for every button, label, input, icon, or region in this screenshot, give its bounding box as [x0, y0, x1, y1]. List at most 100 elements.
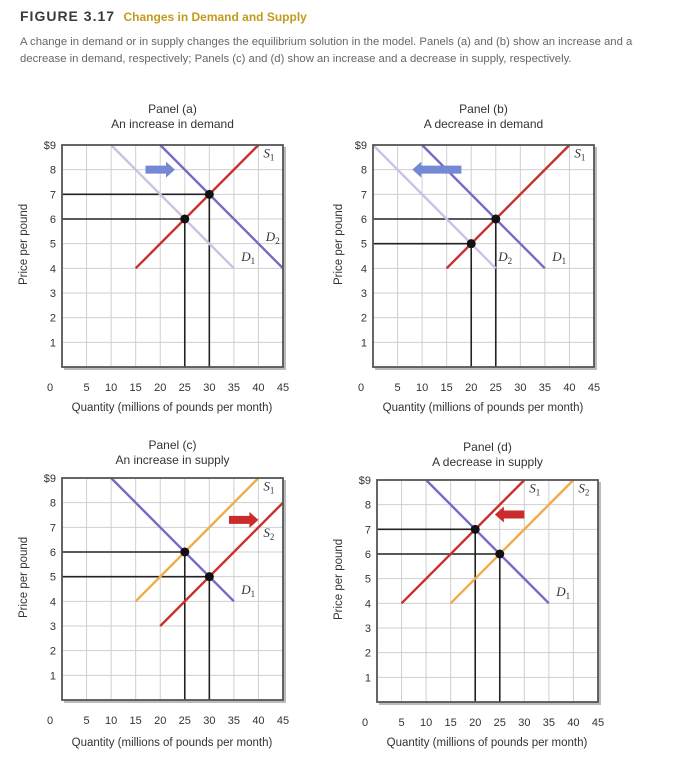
y-axis-label: Price per pound: [18, 203, 30, 285]
curve-d1: [421, 144, 546, 270]
curve-label: S1: [529, 480, 540, 497]
curve-d1: [110, 477, 235, 603]
x-tick-label: 35: [228, 382, 240, 394]
panel-label: Panel (d): [463, 440, 512, 454]
panel-label: Panel (c): [148, 438, 197, 452]
curve-s2: [159, 501, 284, 627]
equilibrium-point: [470, 524, 480, 534]
y-tick-label: 2: [361, 313, 367, 325]
y-tick-label: 2: [50, 646, 56, 658]
y-tick-label: $9: [355, 140, 367, 152]
equilibrium-point: [491, 214, 501, 224]
x-tick-label: 25: [179, 715, 191, 727]
y-tick-label: 7: [361, 189, 367, 201]
x-tick-label: 40: [252, 382, 264, 394]
curve-label: S2: [578, 480, 589, 497]
panel-label: Panel (b): [459, 102, 508, 116]
shift-arrow-left-icon: [412, 161, 462, 178]
y-tick-label: 1: [50, 670, 56, 682]
panel-title: An increase in supply: [115, 453, 230, 467]
x-tick-label: 10: [420, 717, 432, 729]
curve-s2: [400, 479, 526, 605]
y-tick-label: 3: [50, 288, 56, 300]
x-tick-label: 20: [465, 382, 477, 394]
y-axis-label: Price per pound: [18, 536, 30, 618]
equilibrium-point: [466, 239, 476, 249]
x-tick-label: 35: [543, 717, 555, 729]
y-tick-label: 8: [365, 500, 371, 512]
figure-number: FIGURE 3.17: [20, 8, 116, 24]
x-tick-label: 10: [105, 382, 117, 394]
shift-arrow-left-icon: [494, 506, 525, 523]
x-tick-label: 45: [277, 715, 289, 727]
x-tick-label: 45: [592, 717, 604, 729]
x-tick-label: 15: [130, 382, 142, 394]
curve-label: S1: [263, 478, 274, 495]
curve-label: D1: [240, 582, 255, 599]
y-axis-label: Price per pound: [333, 203, 345, 285]
curve-d2: [159, 144, 284, 270]
panel-a: S1 D1 D2 $9 8 7 6 5 4 3 2 1 5 10 15 20 25 30 35 40 45 0 Panel…: [12, 100, 332, 430]
y-tick-label: 6: [50, 547, 56, 559]
y-tick-label: 3: [361, 288, 367, 300]
y-tick-label: 2: [365, 648, 371, 660]
y-tick-label: 7: [50, 522, 56, 534]
x-tick-label: 25: [179, 382, 191, 394]
curve-s1: [134, 144, 260, 270]
x-tick-label: 5: [394, 382, 400, 394]
x-tick-label: 10: [416, 382, 428, 394]
x-tick-label: 15: [130, 715, 142, 727]
y-tick-label: 5: [50, 572, 56, 584]
equilibrium-point: [495, 549, 505, 559]
y-tick-label: 6: [361, 214, 367, 226]
x-tick-label: 35: [539, 382, 551, 394]
y-tick-label: 4: [361, 263, 367, 275]
x-tick-label: 15: [441, 382, 453, 394]
plot-border: [372, 144, 595, 368]
x-tick-label: 40: [567, 717, 579, 729]
y-tick-label: 5: [50, 239, 56, 251]
y-tick-label: 4: [50, 596, 56, 608]
panel-title: A decrease in supply: [432, 455, 543, 469]
x-tick-label: 40: [563, 382, 575, 394]
x-tick-label: 20: [154, 382, 166, 394]
panel-b: S1 D2 D1 $9 8 7 6 5 4 3 2 1 5 10 15 20 25 30 35 40 45 0 Panel…: [323, 100, 643, 430]
panel-title: An increase in demand: [111, 117, 234, 131]
figure-title: Changes in Demand and Supply: [123, 10, 307, 24]
curve-label: D1: [555, 584, 570, 601]
equilibrium-point: [180, 547, 190, 557]
y-tick-label: 3: [365, 623, 371, 635]
x-tick-label: 20: [154, 715, 166, 727]
x-tick-label: 30: [518, 717, 530, 729]
curve-d2: [372, 144, 497, 270]
y-tick-label: 8: [50, 498, 56, 510]
x-tick-label: 40: [252, 715, 264, 727]
y-tick-label: 8: [50, 165, 56, 177]
x-tick-label: 5: [83, 382, 89, 394]
y-tick-label: 5: [361, 239, 367, 251]
curve-s1: [449, 479, 575, 605]
curve-d1: [425, 479, 550, 605]
curve-label: S1: [574, 145, 585, 162]
curve-d1: [110, 144, 235, 270]
y-tick-label: 7: [50, 189, 56, 201]
y-tick-label: 1: [365, 672, 371, 684]
x-axis-label: Quantity (millions of pounds per month): [71, 737, 273, 749]
curve-s1: [134, 477, 260, 603]
figure-caption: A change in demand or in supply changes …: [20, 36, 633, 65]
figure-heading: FIGURE 3.17 Changes in Demand and Supply: [20, 8, 307, 26]
curve-s1: [445, 144, 571, 270]
x-tick-label: 25: [494, 717, 506, 729]
y-tick-label: $9: [44, 473, 56, 485]
y-tick-label: 3: [50, 621, 56, 633]
equilibrium-point: [204, 189, 214, 199]
x-tick-label: 45: [277, 382, 289, 394]
y-tick-label: 6: [365, 549, 371, 561]
origin-label: 0: [358, 382, 364, 394]
y-tick-label: 1: [50, 337, 56, 349]
x-axis-label: Quantity (millions of pounds per month): [382, 402, 584, 414]
